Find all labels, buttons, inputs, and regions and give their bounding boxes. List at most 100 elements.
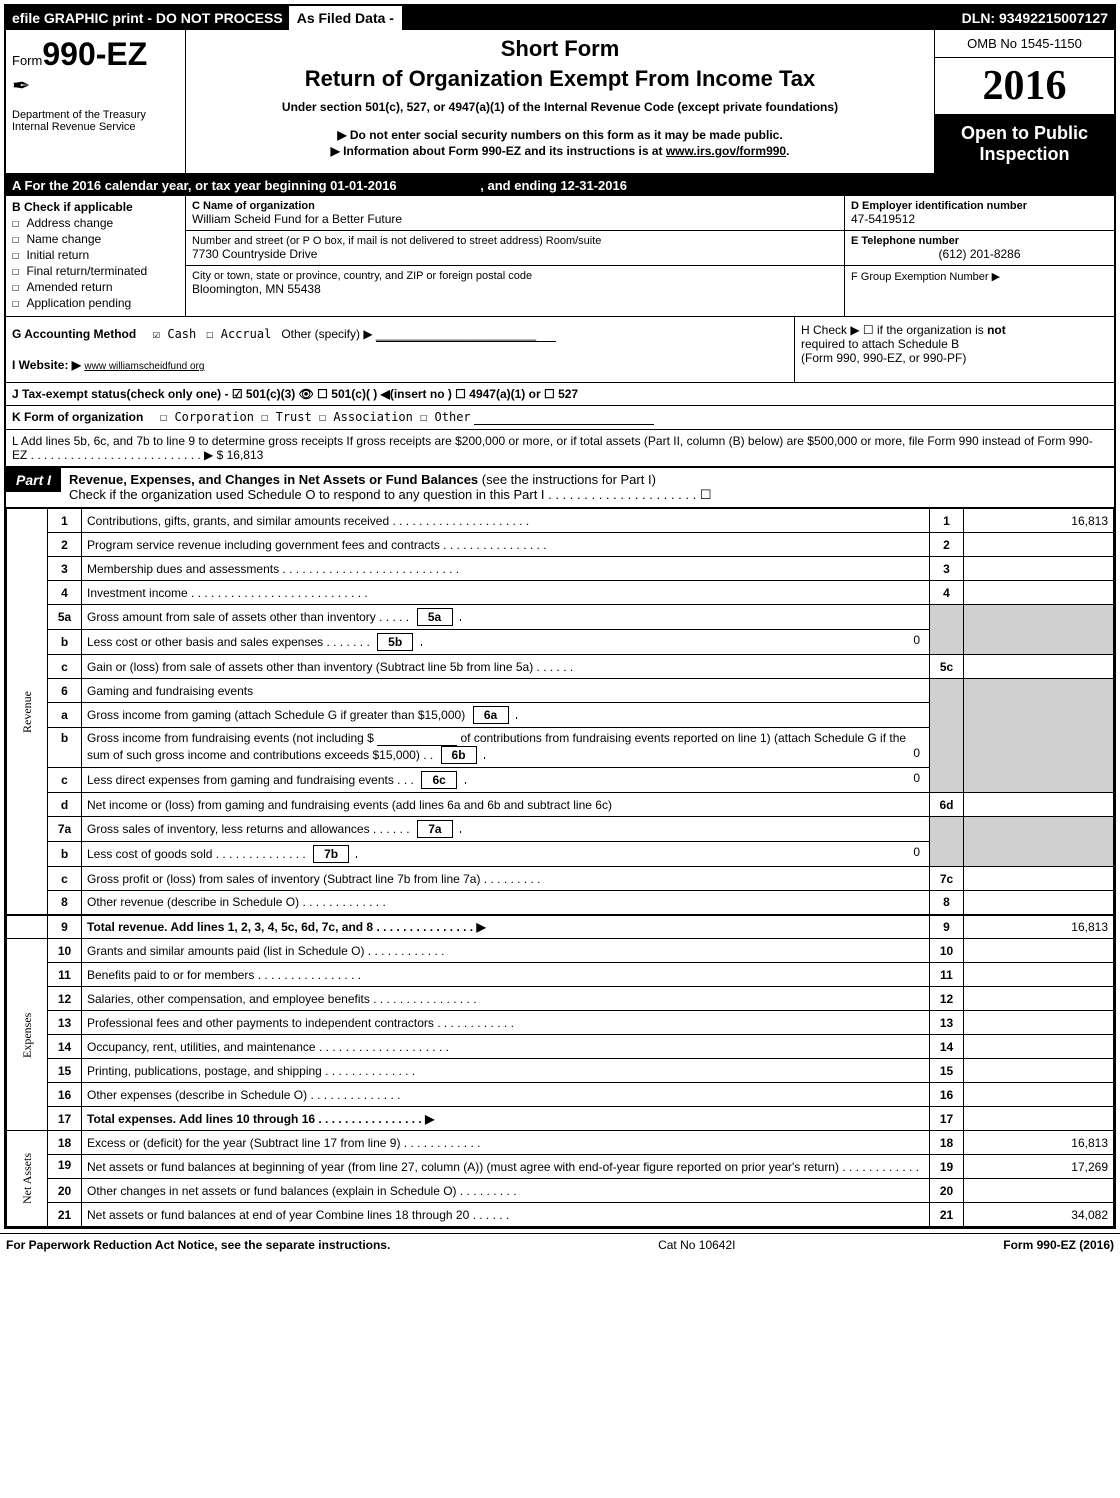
l6c-right: 0 (913, 771, 924, 785)
l9-desc: Total revenue. Add lines 1, 2, 3, 4, 5c,… (82, 915, 930, 939)
chk-final-return[interactable]: ☐ Final return/terminated (12, 264, 179, 278)
l15-num: 15 (48, 1059, 82, 1083)
l7b-num: b (48, 842, 82, 867)
l6b-desc: Gross income from fundraising events (no… (82, 728, 930, 768)
g-label: G Accounting Method (12, 327, 136, 341)
l18-box: 18 (930, 1131, 964, 1155)
row-a-tax-year: A For the 2016 calendar year, or tax yea… (6, 175, 1114, 196)
l3-num: 3 (48, 557, 82, 581)
chk-address-change[interactable]: ☐ Address change (12, 216, 179, 230)
d-ein: D Employer identification number 47-5419… (845, 196, 1114, 231)
l11-amt (964, 963, 1114, 987)
l15-box: 15 (930, 1059, 964, 1083)
g-accounting: G Accounting Method ☑ Cash ☐ Accrual Oth… (6, 317, 794, 382)
l1-box: 1 (930, 509, 964, 533)
l5c-desc: Gain or (loss) from sale of assets other… (82, 655, 930, 679)
l5a-ibox: 5a (417, 608, 453, 626)
l11-box: 11 (930, 963, 964, 987)
l-text: L Add lines 5b, 6c, and 7b to line 9 to … (12, 434, 1093, 462)
footer-right: Form 990-EZ (2016) (1003, 1238, 1114, 1252)
addr-label: Number and street (or P O box, if mail i… (192, 235, 838, 247)
l6d-box: 6d (930, 793, 964, 817)
chk-name-change[interactable]: ☐ Name change (12, 232, 179, 246)
l13-box: 13 (930, 1011, 964, 1035)
lines-table: Revenue 1 Contributions, gifts, grants, … (6, 508, 1114, 1227)
l18-desc: Excess or (deficit) for the year (Subtra… (82, 1131, 930, 1155)
l1-desc: Contributions, gifts, grants, and simila… (82, 509, 930, 533)
l19-box: 19 (930, 1155, 964, 1179)
g-accrual[interactable]: ☐ Accrual (206, 327, 271, 341)
l6d-desc: Net income or (loss) from gaming and fun… (82, 793, 930, 817)
notice2-suffix: . (786, 144, 789, 158)
chk-initial-return[interactable]: ☐ Initial return (12, 248, 179, 262)
g-cash[interactable]: ☑ Cash (153, 327, 196, 341)
l8-desc: Other revenue (describe in Schedule O) .… (82, 891, 930, 915)
chk-amended[interactable]: ☐ Amended return (12, 280, 179, 294)
section-l: L Add lines 5b, 6c, and 7b to line 9 to … (6, 430, 1114, 468)
website-value[interactable]: www williamscheidfund org (84, 361, 204, 372)
header-center: Short Form Return of Organization Exempt… (186, 30, 934, 173)
l6c-num: c (48, 768, 82, 793)
k-options[interactable]: ☐ Corporation ☐ Trust ☐ Association ☐ Ot… (160, 410, 471, 424)
part1-title: Revenue, Expenses, and Changes in Net As… (69, 472, 478, 487)
chk-app-pending[interactable]: ☐ Application pending (12, 296, 179, 310)
l5a-desc: Gross amount from sale of assets other t… (82, 605, 930, 630)
l4-desc: Investment income . . . . . . . . . . . … (82, 581, 930, 605)
a-end-date: 12-31-2016 (560, 178, 627, 193)
l6d-num: d (48, 793, 82, 817)
l6b-blank[interactable] (377, 731, 457, 746)
short-form-title: Short Form (196, 36, 924, 62)
notice-info: ▶ Information about Form 990-EZ and its … (196, 144, 924, 158)
l13-amt (964, 1011, 1114, 1035)
l20-num: 20 (48, 1179, 82, 1203)
l6b-right: 0 (913, 746, 924, 760)
main-title: Return of Organization Exempt From Incom… (196, 66, 924, 92)
org-name-value: William Scheid Fund for a Better Future (192, 212, 838, 226)
l17-desc: Total expenses. Add lines 10 through 16 … (82, 1107, 930, 1131)
l10-amt (964, 939, 1114, 963)
l12-num: 12 (48, 987, 82, 1011)
l12-amt (964, 987, 1114, 1011)
l7a-ival (460, 831, 560, 833)
l16-box: 16 (930, 1083, 964, 1107)
l11-desc: Benefits paid to or for members . . . . … (82, 963, 930, 987)
top-black-bar: efile GRAPHIC print - DO NOT PROCESS As … (6, 6, 1114, 30)
tax-year: 2016 (935, 58, 1114, 115)
part1-check: Check if the organization used Schedule … (69, 487, 711, 502)
section-g-h: G Accounting Method ☑ Cash ☐ Accrual Oth… (6, 317, 1114, 383)
a-text-mid: , and ending (480, 178, 560, 193)
irs-link[interactable]: www.irs.gov/form990 (666, 144, 786, 158)
side-revenue: Revenue (7, 509, 48, 915)
open-line2: Inspection (939, 144, 1110, 165)
l8-num: 8 (48, 891, 82, 915)
g-other-line[interactable]: ________________________ (376, 327, 556, 342)
l19-amt: 17,269 (964, 1155, 1114, 1179)
f-group-exemption: F Group Exemption Number ▶ (845, 266, 1114, 287)
l6a-ival (516, 717, 616, 719)
section-b-c-d: B Check if applicable ☐ Address change ☐… (6, 196, 1114, 317)
f-label: F Group Exemption Number ▶ (851, 270, 1108, 283)
open-line1: Open to Public (939, 123, 1110, 144)
l6-shade-amt (964, 679, 1114, 793)
side-rev-end (7, 915, 48, 939)
a-prefix: A (12, 178, 21, 193)
part1-title-wrap: Revenue, Expenses, and Changes in Net As… (69, 468, 1114, 507)
l10-box: 10 (930, 939, 964, 963)
l6c-ibox: 6c (421, 771, 457, 789)
l6c-desc: Less direct expenses from gaming and fun… (82, 768, 930, 793)
as-filed-label: As Filed Data - (289, 6, 432, 30)
l6-desc: Gaming and fundraising events (82, 679, 930, 703)
l16-desc: Other expenses (describe in Schedule O) … (82, 1083, 930, 1107)
l16-amt (964, 1083, 1114, 1107)
g-other: Other (specify) ▶ (281, 327, 372, 341)
l16-num: 16 (48, 1083, 82, 1107)
dln-label: DLN: 93492215007127 (956, 6, 1114, 30)
l2-box: 2 (930, 533, 964, 557)
l5b-desc: Less cost or other basis and sales expen… (82, 630, 930, 655)
open-to-public: Open to Public Inspection (935, 115, 1114, 173)
l6a-ibox: 6a (473, 706, 509, 724)
l18-num: 18 (48, 1131, 82, 1155)
l6b-ival (484, 757, 584, 759)
k-other-line[interactable] (474, 410, 654, 425)
l17-box: 17 (930, 1107, 964, 1131)
